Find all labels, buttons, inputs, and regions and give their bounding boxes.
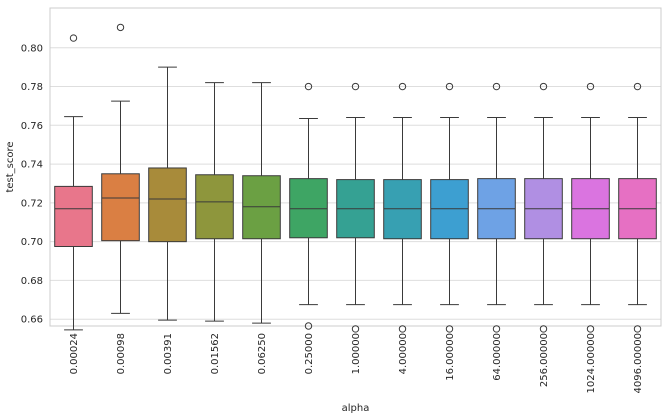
outlier-point	[445, 325, 454, 333]
x-tick-label: 0.01562	[210, 333, 221, 374]
outlier-point	[351, 325, 360, 333]
y-tick-label: 0.80	[21, 43, 43, 54]
box-0.06250	[242, 82, 281, 324]
outlier-point	[633, 82, 642, 91]
box-64.00000	[477, 82, 516, 333]
box-series	[54, 23, 657, 333]
x-tick-label: 0.00391	[163, 333, 174, 374]
outlier-point	[304, 82, 313, 91]
outlier-point	[69, 34, 78, 42]
box-256.00000	[524, 82, 563, 333]
box-0.00391	[148, 66, 187, 321]
iqr-box	[148, 167, 187, 243]
y-axis-title: test_score	[5, 141, 16, 192]
x-tick-label: 64.00000	[492, 333, 503, 381]
box-1024.00000	[571, 82, 610, 333]
y-tick-label: 0.70	[21, 237, 43, 248]
outlier-point	[633, 325, 642, 333]
x-axis-ticks: 0.00024 0.00098 0.00391 0.01562 0.06250 0.250…	[69, 333, 644, 393]
outlier-point	[539, 82, 548, 91]
y-tick-label: 0.66	[21, 315, 43, 326]
box-4096.00000	[618, 82, 657, 333]
y-tick-label: 0.78	[21, 82, 43, 93]
outlier-point	[492, 325, 501, 333]
box-0.00098	[101, 23, 140, 314]
x-tick-label: 0.00024	[69, 333, 80, 374]
y-tick-label: 0.76	[21, 121, 43, 132]
x-tick-label: 1.00000	[351, 333, 362, 374]
outlier-point	[586, 82, 595, 91]
y-tick-label: 0.68	[21, 276, 43, 287]
outlier-point	[492, 82, 501, 91]
box-16.00000	[430, 82, 469, 333]
outlier-point	[398, 325, 407, 333]
box-0.00024	[54, 34, 93, 331]
box-1.00000	[336, 82, 375, 333]
y-tick-label: 0.74	[21, 160, 43, 171]
outlier-point	[539, 325, 548, 333]
outlier-point	[586, 325, 595, 333]
iqr-box	[101, 173, 140, 242]
x-tick-label: 4.00000	[398, 333, 409, 374]
box-4.00000	[383, 82, 422, 333]
x-tick-label: 256.00000	[539, 333, 550, 387]
iqr-box	[195, 174, 234, 240]
outlier-point	[398, 82, 407, 91]
outlier-point	[116, 23, 125, 32]
x-tick-label: 4096.00000	[633, 333, 644, 393]
x-tick-label: 16.00000	[445, 333, 456, 381]
outlier-point	[351, 82, 360, 91]
iqr-box	[54, 185, 93, 247]
x-tick-label: 0.25000	[304, 333, 315, 374]
y-tick-label: 0.72	[21, 198, 43, 209]
y-axis-ticks: 0.66 0.68 0.70 0.72 0.74 0.76 0.78 0.80	[21, 43, 43, 325]
x-tick-label: 0.06250	[257, 333, 268, 374]
box-0.01562	[195, 82, 234, 322]
box-0.25000	[289, 82, 328, 330]
x-tick-label: 0.00098	[116, 333, 127, 374]
x-tick-label: 1024.00000	[586, 333, 597, 393]
x-axis-title: alpha	[342, 403, 370, 414]
outlier-point	[445, 82, 454, 91]
outlier-point	[304, 322, 313, 330]
